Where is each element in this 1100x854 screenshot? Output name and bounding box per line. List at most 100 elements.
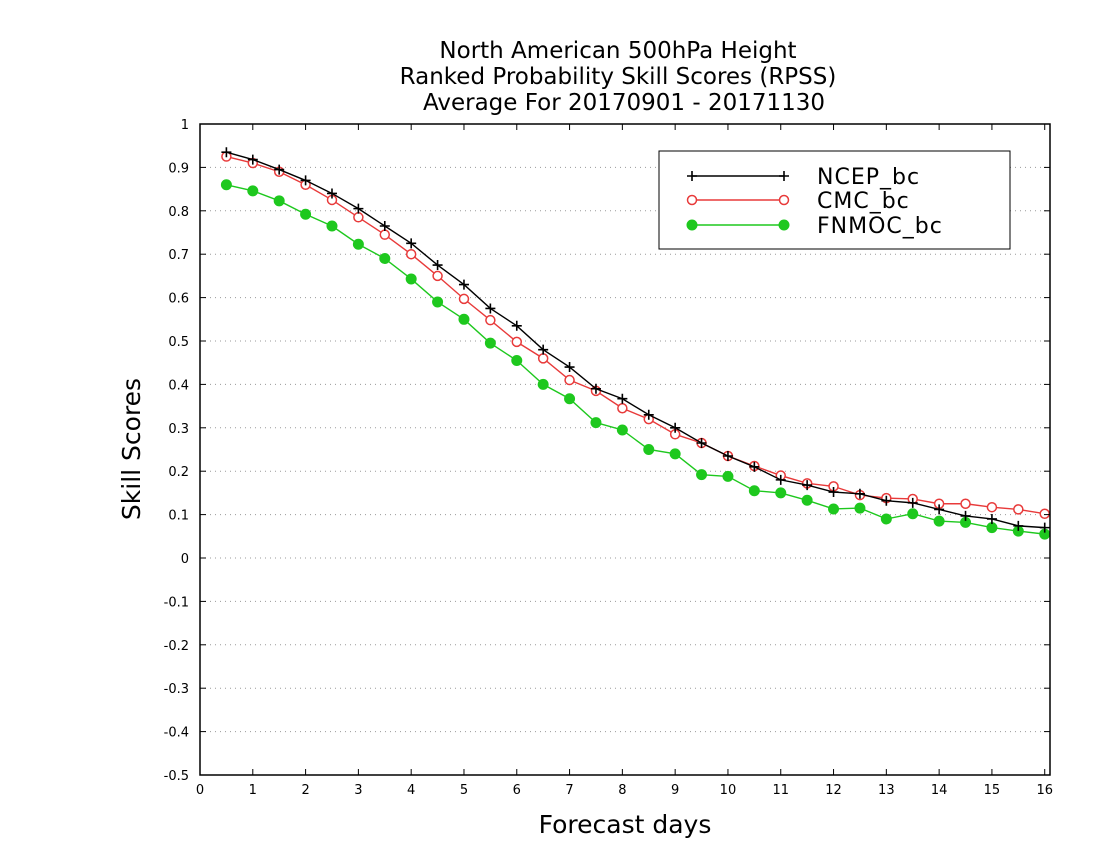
data-point-fnmoc-bc [669, 448, 681, 460]
data-point-ncep-bc [696, 437, 707, 448]
legend-marker-fnmoc-bc [686, 219, 698, 231]
data-point-fnmoc-bc [273, 195, 285, 207]
x-tick-label: 14 [931, 783, 948, 798]
data-point-ncep-bc [353, 203, 364, 214]
data-point-cmc-bc [379, 229, 391, 240]
data-point-fnmoc-bc [986, 522, 998, 534]
data-point-cmc-bc [960, 498, 971, 509]
data-point-ncep-bc [274, 164, 285, 175]
chart-title: North American 500hPa Height Ranked Prob… [400, 38, 837, 116]
x-tick-label: 2 [301, 783, 309, 798]
data-point-fnmoc-bc [564, 393, 576, 405]
data-point-fnmoc-bc [722, 470, 734, 482]
series-ncep-bc [221, 147, 1050, 533]
data-point-ncep-bc [1039, 522, 1050, 533]
chart-title-line-1: North American 500hPa Height [439, 38, 796, 64]
data-point-cmc-bc [986, 501, 998, 513]
data-point-cmc-bc [485, 314, 496, 326]
data-point-ncep-bc [986, 513, 997, 524]
legend-marker-fnmoc-bc [778, 219, 790, 231]
y-tick-label: 0.2 [168, 465, 189, 480]
y-tick-label: -0.2 [164, 639, 189, 654]
y-tick-label: -0.1 [164, 595, 189, 610]
data-point-fnmoc-bc [537, 378, 549, 390]
legend-marker-cmc-bc [778, 194, 790, 206]
data-point-ncep-bc [670, 422, 681, 433]
grid-lines [200, 166, 1050, 733]
legend-label-fnmoc-bc: FNMOC_bc [817, 214, 943, 239]
x-axis-ticks: 0 1 2 3 4 5 6 7 8 9 10 11 12 13 14 15 16 [196, 124, 1053, 798]
data-point-ncep-bc [564, 362, 575, 373]
x-tick-label: 3 [354, 783, 362, 798]
data-point-fnmoc-bc [247, 185, 259, 197]
y-tick-label: 0 [181, 552, 189, 567]
y-tick-label: 0.6 [168, 292, 189, 307]
data-point-ncep-bc [538, 344, 549, 355]
data-point-fnmoc-bc [854, 502, 866, 514]
x-tick-label: 15 [984, 783, 1001, 798]
data-point-ncep-bc [854, 488, 865, 499]
data-point-cmc-bc [1013, 504, 1024, 515]
data-point-ncep-bc [617, 393, 628, 404]
data-point-fnmoc-bc [484, 337, 496, 349]
data-point-ncep-bc [722, 451, 733, 462]
data-point-fnmoc-bc [590, 417, 602, 429]
data-point-ncep-bc [881, 495, 892, 506]
y-tick-label: 0.4 [168, 378, 189, 393]
x-tick-label: 6 [513, 783, 521, 798]
x-tick-label: 8 [618, 783, 626, 798]
data-point-ncep-bc [775, 474, 786, 485]
legend-marker-cmc-bc [686, 194, 698, 206]
legend-marker-ncep-bc [687, 171, 697, 181]
data-point-ncep-bc [300, 175, 311, 186]
data-point-fnmoc-bc [379, 253, 391, 265]
chart-title-line-3: Average For 20170901 - 20171130 [423, 90, 825, 116]
data-point-ncep-bc [326, 188, 337, 199]
data-point-ncep-bc [247, 154, 258, 165]
x-tick-label: 12 [825, 783, 842, 798]
x-tick-label: 16 [1036, 783, 1053, 798]
data-point-ncep-bc [828, 487, 839, 498]
data-point-cmc-bc [564, 374, 575, 386]
y-tick-label: 0.9 [168, 161, 189, 176]
data-point-cmc-bc [511, 336, 523, 348]
data-point-ncep-bc [749, 461, 760, 472]
data-point-fnmoc-bc [643, 444, 655, 455]
data-point-fnmoc-bc [326, 220, 338, 232]
legend-label-ncep-bc: NCEP_bc [817, 165, 920, 190]
data-point-ncep-bc [221, 147, 232, 158]
y-tick-label: 0.3 [168, 422, 189, 437]
chart-title-line-2: Ranked Probability Skill Scores (RPSS) [400, 64, 837, 90]
data-point-fnmoc-bc [458, 313, 470, 325]
series-fnmoc-bc [220, 179, 1051, 540]
data-point-fnmoc-bc [405, 273, 417, 285]
data-point-cmc-bc [458, 293, 470, 305]
data-point-fnmoc-bc [432, 296, 444, 308]
data-point-fnmoc-bc [933, 515, 945, 527]
data-point-fnmoc-bc [775, 487, 787, 499]
data-point-cmc-bc [1039, 508, 1050, 519]
data-point-cmc-bc [405, 248, 417, 260]
data-point-ncep-bc [934, 504, 945, 515]
data-point-ncep-bc [432, 260, 443, 271]
data-point-cmc-bc [617, 403, 628, 414]
data-point-fnmoc-bc [801, 494, 813, 506]
data-point-fnmoc-bc [511, 355, 523, 367]
y-axis-ticks: -0.5 -0.4 -0.3 -0.2 -0.1 0 0.1 0.2 0.3 0.4 0.5 0.6 0… [164, 118, 1050, 784]
legend-label-cmc-bc: CMC_bc [817, 189, 910, 214]
data-point-ncep-bc [960, 510, 971, 521]
data-point-ncep-bc [485, 303, 496, 314]
data-point-ncep-bc [590, 383, 601, 394]
data-point-ncep-bc [907, 497, 918, 508]
data-point-ncep-bc [1013, 520, 1024, 531]
x-axis-label: Forecast days [539, 810, 712, 839]
x-tick-label: 11 [772, 783, 789, 798]
data-point-cmc-bc [537, 353, 549, 364]
data-point-fnmoc-bc [880, 513, 892, 525]
y-tick-label: -0.5 [164, 769, 189, 784]
data-point-fnmoc-bc [828, 503, 840, 515]
data-point-fnmoc-bc [616, 424, 628, 436]
data-point-ncep-bc [511, 320, 522, 331]
